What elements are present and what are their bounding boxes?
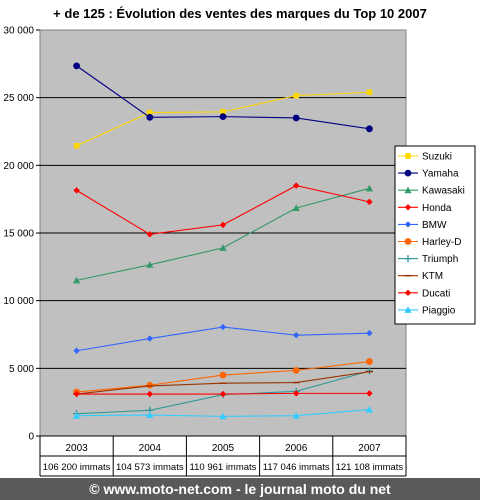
data-point-yamaha bbox=[146, 113, 154, 121]
y-tick-label: 5 000 bbox=[9, 364, 34, 375]
data-point-piaggio bbox=[73, 412, 81, 419]
x-subcategory-label: 110 961 immats bbox=[190, 462, 257, 473]
data-point-ducati bbox=[219, 390, 227, 398]
gridlines bbox=[40, 97, 406, 369]
data-point-suzuki bbox=[73, 142, 80, 149]
legend-label-ducati: Ducati bbox=[422, 288, 450, 299]
x-subcategory-label: 121 108 immats bbox=[336, 462, 404, 473]
data-point-piaggio bbox=[146, 411, 154, 419]
legend-label-bmw: BMW bbox=[422, 220, 447, 231]
data-point-honda bbox=[293, 182, 300, 189]
data-point-yamaha bbox=[292, 114, 300, 122]
x-tick-label: 2004 bbox=[139, 443, 162, 454]
series-markers bbox=[73, 62, 373, 420]
data-point-harley-d bbox=[219, 371, 227, 379]
legend-marker-yamaha bbox=[404, 169, 412, 177]
footer-bar bbox=[0, 478, 480, 500]
legend-items: Suzuki Yamaha Kawasaki Honda BMW Harley-D Triu… bbox=[398, 152, 465, 316]
y-tick-label: 25 000 bbox=[3, 93, 34, 104]
footer-text: © www.moto-net.com - le journal moto du … bbox=[89, 481, 391, 497]
legend-marker-ducati bbox=[404, 289, 412, 296]
y-tick-label: 30 000 bbox=[3, 26, 34, 37]
data-point-bmw bbox=[73, 347, 80, 354]
data-point-kawasaki bbox=[73, 276, 81, 284]
data-point-kawasaki bbox=[365, 184, 373, 192]
data-point-suzuki bbox=[147, 109, 153, 116]
legend-label-ktm: KTM bbox=[422, 271, 443, 282]
y-tick-label: 10 000 bbox=[3, 296, 34, 307]
data-point-kawasaki bbox=[146, 261, 154, 268]
y-axis-ticks: 0 5 000 10 000 15 000 20 000 25 000 30 000 bbox=[3, 26, 40, 443]
data-point-ducati bbox=[293, 390, 300, 397]
data-point-ducati bbox=[146, 390, 153, 398]
legend-label-honda: Honda bbox=[422, 203, 452, 214]
data-point-yamaha bbox=[219, 113, 227, 121]
data-point-ducati bbox=[73, 390, 80, 398]
legend-label-harley-d: Harley-D bbox=[422, 237, 461, 248]
legend-marker-kawasaki bbox=[404, 186, 412, 194]
x-tick-label: 2007 bbox=[358, 443, 381, 454]
legend-label-yamaha: Yamaha bbox=[422, 169, 459, 180]
data-point-yamaha bbox=[366, 125, 373, 133]
data-point-bmw bbox=[219, 323, 227, 331]
data-point-kawasaki bbox=[292, 204, 300, 211]
data-point-suzuki bbox=[366, 89, 373, 96]
data-point-bmw bbox=[366, 329, 373, 337]
x-axis: 2003 2004 2005 2006 2007 106 200 immats 104 57… bbox=[39, 435, 407, 477]
legend-marker-harley-d bbox=[404, 238, 412, 245]
x-subcategory-label: 106 200 immats bbox=[43, 462, 111, 473]
legend-marker-honda bbox=[404, 204, 412, 211]
chart-title: + de 125 : Évolution des ventes des marq… bbox=[53, 6, 427, 21]
legend-marker-bmw bbox=[404, 221, 412, 228]
data-point-harley-d bbox=[366, 358, 373, 365]
data-point-honda bbox=[73, 187, 80, 194]
x-tick-label: 2003 bbox=[65, 443, 88, 454]
legend-label-suzuki: Suzuki bbox=[422, 152, 452, 163]
data-point-harley-d bbox=[292, 366, 300, 374]
data-point-piaggio bbox=[292, 412, 300, 419]
legend-label-triumph: Triumph bbox=[422, 254, 458, 265]
data-point-bmw bbox=[146, 335, 153, 342]
data-point-suzuki bbox=[220, 109, 226, 115]
x-subcategory-label: 117 046 immats bbox=[263, 462, 330, 473]
legend-label-kawasaki: Kawasaki bbox=[422, 186, 465, 197]
legend-marker-suzuki bbox=[405, 153, 411, 159]
x-tick-label: 2005 bbox=[212, 443, 235, 454]
data-point-ducati bbox=[366, 390, 373, 397]
x-tick-label: 2006 bbox=[285, 443, 308, 454]
y-tick-label: 20 000 bbox=[3, 161, 34, 172]
data-point-kawasaki bbox=[219, 244, 227, 251]
data-point-piaggio bbox=[219, 412, 227, 420]
data-point-honda bbox=[219, 221, 227, 229]
data-point-honda bbox=[146, 231, 153, 238]
data-point-piaggio bbox=[365, 406, 373, 413]
legend-marker-triumph bbox=[404, 255, 412, 263]
y-tick-label: 15 000 bbox=[3, 229, 34, 240]
x-subcategory-label: 104 573 immats bbox=[116, 462, 184, 473]
data-point-yamaha bbox=[73, 62, 80, 70]
data-point-suzuki bbox=[293, 92, 299, 99]
y-tick-label: 0 bbox=[28, 432, 34, 443]
legend-marker-piaggio bbox=[404, 306, 412, 313]
data-point-bmw bbox=[293, 331, 300, 339]
data-point-honda bbox=[366, 198, 373, 206]
legend-label-piaggio: Piaggio bbox=[422, 305, 456, 316]
